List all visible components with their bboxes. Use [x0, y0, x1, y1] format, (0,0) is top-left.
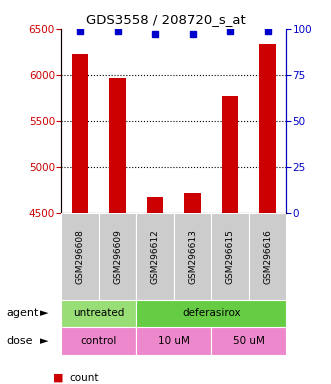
Text: GDS3558 / 208720_s_at: GDS3558 / 208720_s_at [86, 13, 245, 26]
Bar [174, 213, 211, 300]
Text: count: count [70, 373, 99, 383]
Bar [136, 213, 174, 300]
Text: GSM296615: GSM296615 [225, 229, 235, 284]
Text: control: control [80, 336, 117, 346]
Text: GSM296608: GSM296608 [75, 229, 84, 284]
Text: agent: agent [7, 308, 39, 318]
Text: 50 uM: 50 uM [233, 336, 265, 346]
Bar [259, 45, 276, 213]
Text: ►: ► [40, 336, 49, 346]
Text: GSM296613: GSM296613 [188, 229, 197, 284]
Bar [184, 193, 201, 213]
Bar [136, 327, 211, 355]
Bar [71, 54, 88, 213]
Bar [136, 300, 286, 327]
Text: untreated: untreated [73, 308, 124, 318]
Bar [61, 213, 99, 300]
Text: deferasirox: deferasirox [182, 308, 241, 318]
Bar [109, 78, 126, 213]
Bar [211, 327, 286, 355]
Bar [61, 327, 136, 355]
Text: GSM296616: GSM296616 [263, 229, 272, 284]
Text: 10 uM: 10 uM [158, 336, 190, 346]
Bar [99, 213, 136, 300]
Text: ■: ■ [53, 373, 64, 383]
Text: ►: ► [40, 308, 49, 318]
Text: dose: dose [7, 336, 33, 346]
Text: GSM296609: GSM296609 [113, 229, 122, 284]
Bar [61, 300, 136, 327]
Bar [211, 213, 249, 300]
Text: GSM296612: GSM296612 [151, 229, 160, 284]
Bar [147, 197, 164, 213]
Bar [221, 96, 238, 213]
Bar [249, 213, 286, 300]
